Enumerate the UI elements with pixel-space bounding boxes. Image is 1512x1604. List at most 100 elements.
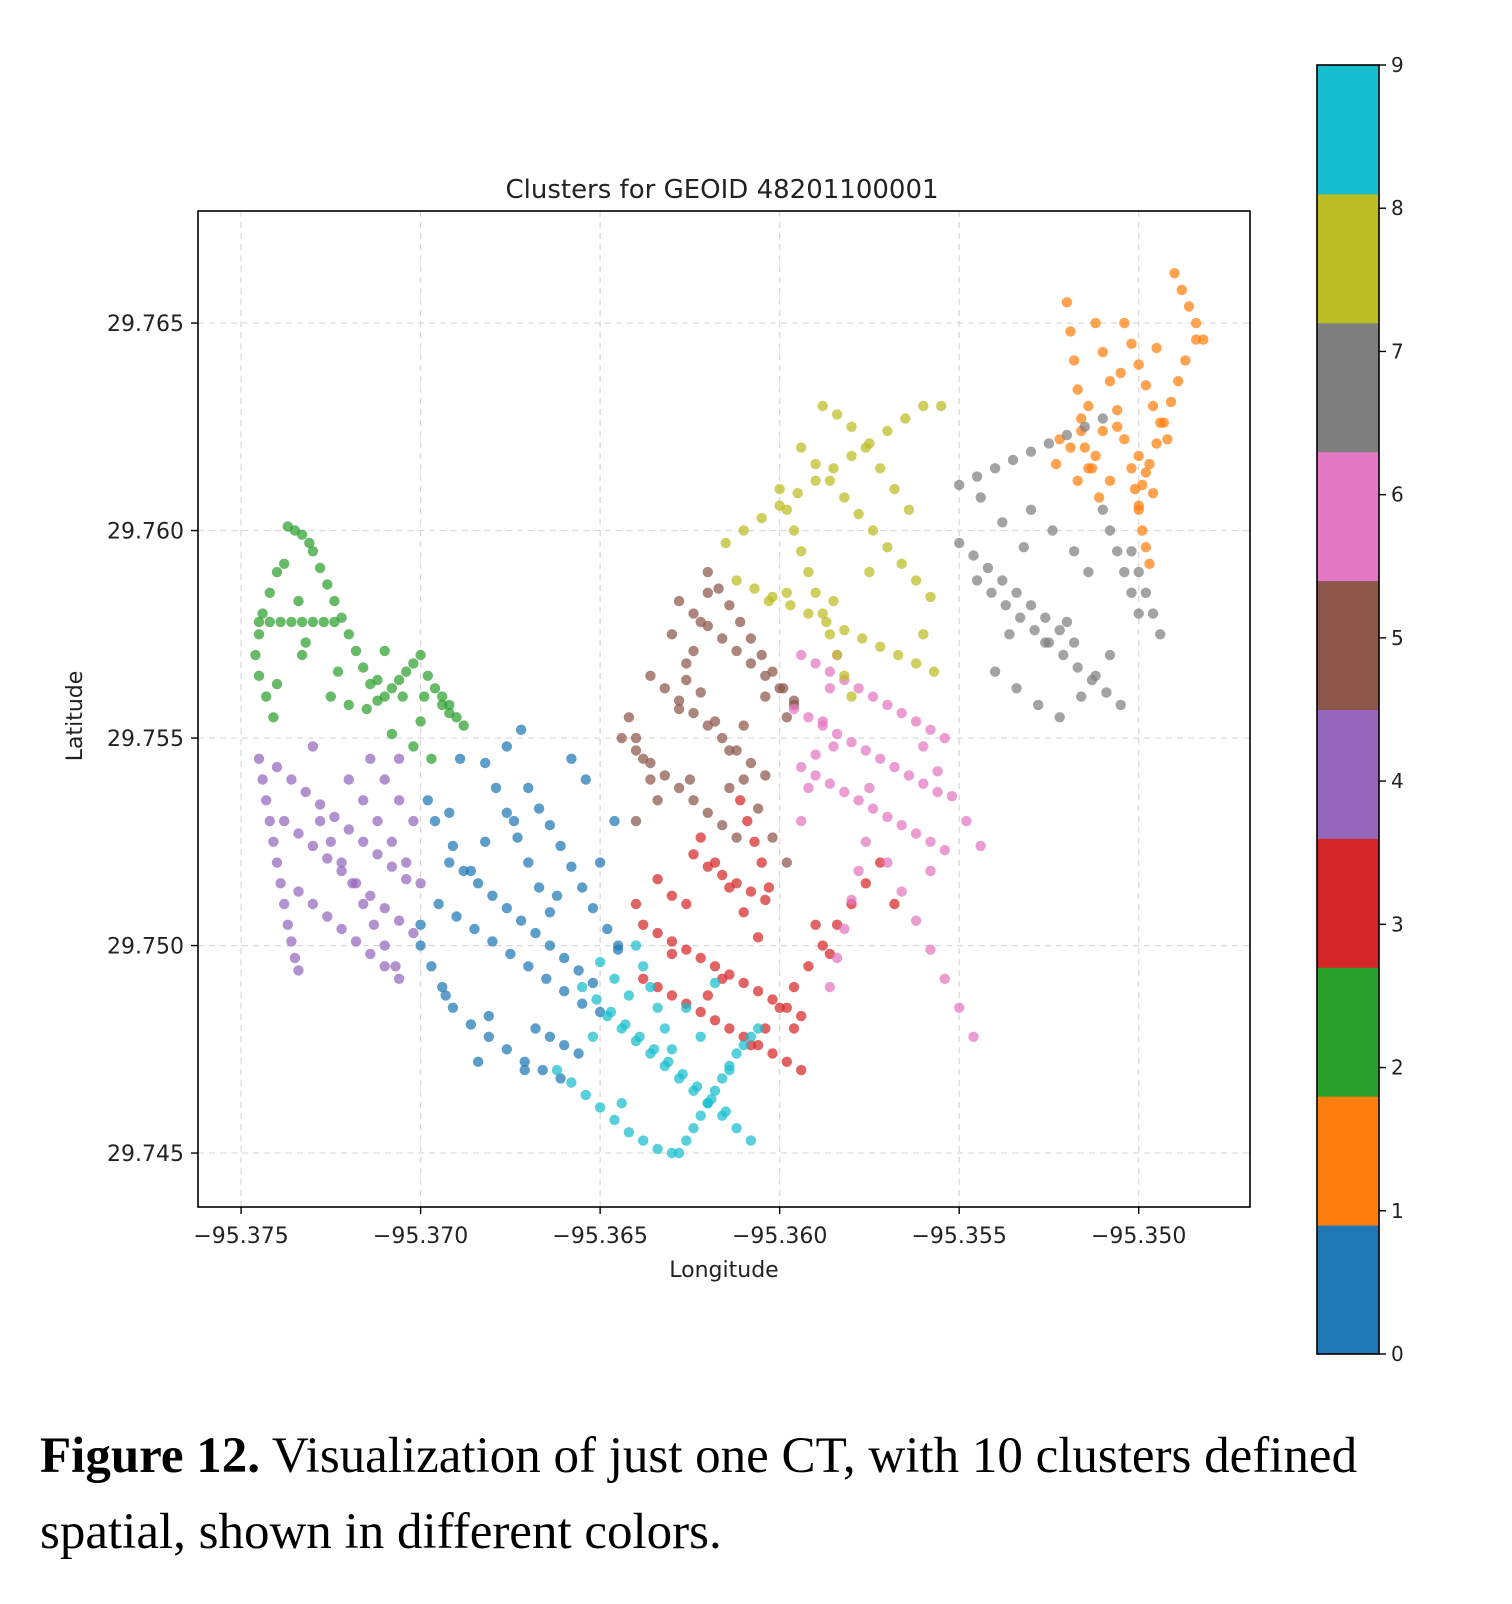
scatter-point-cluster-7 [1007,454,1019,466]
scatter-point-cluster-7 [1133,566,1144,578]
scatter-point-cluster-6 [968,1031,979,1043]
scatter-point-cluster-7 [1101,687,1112,698]
y-axis-ticks: 29.745 29.750 29.755 29.760 29.765 [107,312,198,1167]
scatter-point-cluster-8 [828,595,839,607]
scatter-point-cluster-9 [652,1002,663,1013]
scatter-point-cluster-9 [580,1089,591,1101]
scatter-point-cluster-6 [796,815,807,827]
scatter-point-cluster-0 [472,1056,484,1068]
scatter-point-cluster-9 [648,1044,660,1055]
scatter-point-cluster-8 [867,525,879,536]
colorbar-tick-label: 1 [1391,1199,1404,1223]
scatter-point-cluster-9 [673,1147,685,1159]
scatter-point-cluster-3 [666,890,678,901]
scatter-point-cluster-5 [717,820,728,831]
scatter-point-cluster-4 [325,836,336,847]
scatter-point-cluster-5 [738,774,749,785]
scatter-point-cluster-4 [393,753,405,764]
scatter-point-cluster-3 [652,981,663,993]
scatter-point-cluster-7 [997,575,1008,586]
scatter-point-cluster-2 [253,629,265,640]
scatter-point-cluster-0 [533,803,545,814]
scatter-point-cluster-0 [530,927,541,939]
scatter-point-cluster-7 [971,575,983,586]
scatter-point-cluster-8 [889,483,900,495]
scatter-point-cluster-7 [1119,566,1130,578]
scatter-point-cluster-9 [577,981,588,993]
scatter-point-cluster-5 [745,658,757,669]
scatter-point-cluster-1 [1162,434,1173,445]
scatter-point-cluster-3 [752,932,764,943]
scatter-point-cluster-1 [1140,467,1152,478]
scatter-point-cluster-1 [1144,458,1155,470]
scatter-point-cluster-3 [717,869,728,881]
scatter-point-cluster-3 [767,994,778,1005]
scatter-point-cluster-6 [954,1002,965,1013]
scatter-point-cluster-8 [785,600,796,611]
scatter-point-cluster-4 [286,936,297,947]
scatter-point-cluster-4 [343,774,354,785]
scatter-point-cluster-5 [681,658,692,669]
scatter-point-cluster-5 [760,670,771,681]
scatter-points [250,268,1209,1159]
scatter-point-cluster-5 [731,832,742,843]
scatter-point-cluster-9 [663,1056,674,1068]
scatter-point-cluster-9 [745,1031,757,1043]
scatter-point-cluster-3 [860,878,871,889]
scatter-point-cluster-1 [1133,359,1144,370]
scatter-point-cluster-7 [1090,670,1101,681]
scatter-point-cluster-3 [752,1040,764,1051]
scatter-point-cluster-6 [810,749,821,760]
scatter-point-cluster-1 [1065,442,1076,453]
scatter-point-cluster-6 [860,836,871,847]
scatter-point-cluster-6 [796,761,807,773]
scatter-point-cluster-5 [673,695,685,706]
scatter-point-cluster-0 [559,1040,570,1051]
scatter-point-cluster-5 [781,857,792,868]
scatter-point-cluster-2 [419,691,430,702]
scatter-point-cluster-8 [828,463,839,474]
scatter-point-cluster-3 [749,836,760,847]
colorbar-band-2 [1317,967,1379,1097]
scatter-point-cluster-7 [1083,566,1094,578]
scatter-point-cluster-5 [659,770,670,781]
scatter-point-cluster-3 [652,927,663,939]
scatter-point-cluster-3 [788,1023,800,1034]
scatter-point-cluster-0 [519,1056,530,1068]
scatter-point-cluster-2 [358,662,369,673]
scatter-point-cluster-2 [332,666,344,677]
y-tick-label: 29.765 [107,312,184,337]
scatter-point-cluster-2 [429,683,441,694]
scatter-point-cluster-9 [638,1135,649,1146]
scatter-point-cluster-7 [1097,413,1109,424]
scatter-point-cluster-0 [523,782,534,794]
scatter-point-cluster-1 [1169,268,1180,279]
scatter-point-cluster-3 [803,961,814,972]
scatter-point-cluster-4 [347,878,358,889]
scatter-point-cluster-3 [745,886,757,897]
scatter-point-cluster-2 [271,566,283,578]
scatter-point-cluster-4 [372,815,383,827]
scatter-point-cluster-0 [440,990,451,1001]
scatter-point-cluster-0 [447,840,459,852]
scatter-point-cluster-7 [1033,699,1044,711]
scatter-point-cluster-2 [329,595,340,607]
scatter-point-cluster-8 [925,591,936,603]
scatter-point-cluster-1 [1119,434,1130,445]
scatter-point-cluster-5 [781,712,792,723]
scatter-point-cluster-4 [379,903,390,914]
scatter-point-cluster-7 [1115,699,1126,711]
scatter-point-cluster-0 [587,903,599,914]
scatter-point-cluster-2 [293,595,304,607]
scatter-point-cluster-5 [724,782,735,794]
scatter-point-cluster-5 [684,774,696,785]
scatter-point-cluster-2 [386,728,398,740]
scatter-point-cluster-6 [810,770,821,781]
scatter-point-cluster-6 [824,981,836,993]
scatter-point-cluster-4 [379,940,390,951]
scatter-point-cluster-9 [623,990,635,1001]
scatter-point-cluster-3 [756,857,767,868]
x-tick-label: −95.370 [373,1224,468,1249]
scatter-point-cluster-7 [989,666,1001,677]
